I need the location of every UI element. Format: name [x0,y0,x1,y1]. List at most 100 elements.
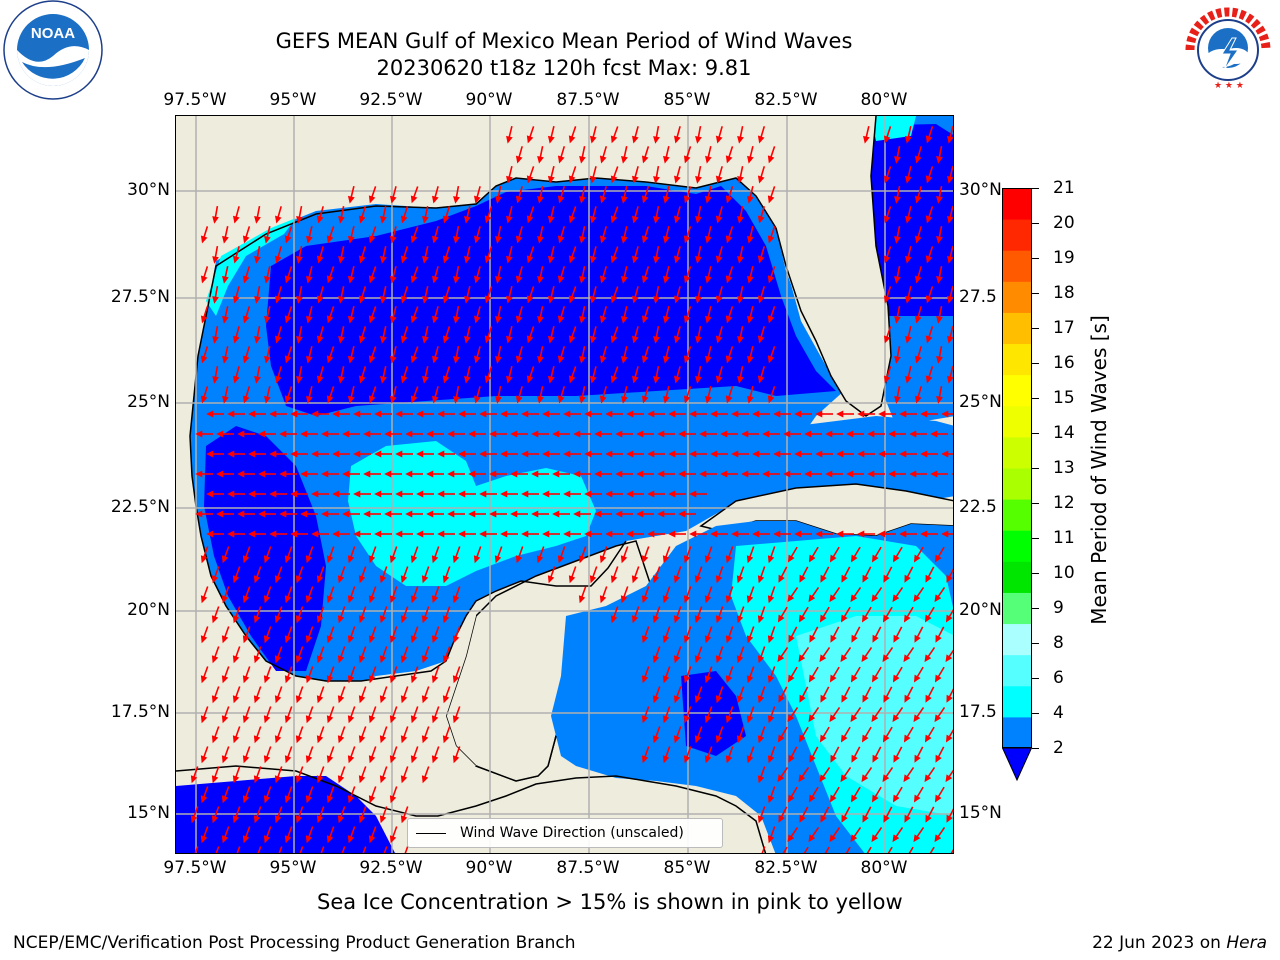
wave-direction-arrowhead [447,430,455,438]
wave-direction-arrowhead [395,410,403,418]
wave-direction-arrowhead [913,714,921,723]
wave-direction-arrowhead [537,395,544,404]
wave-direction-arrowhead [232,615,240,624]
wave-direction-arrow [299,846,304,853]
wave-direction-arrowhead [947,215,953,224]
wave-direction-arrowhead [725,275,733,284]
wave-direction-arrowhead [337,735,345,744]
wave-direction-arrowhead [883,814,890,823]
wave-direction-arrowhead [347,275,355,284]
wave-direction-arrowhead [400,735,408,744]
wave-direction-arrowhead [930,470,938,478]
wave-direction-arrowhead [936,395,943,404]
wave-direction-arrowhead [337,815,345,824]
wave-direction-arrowhead [326,275,334,284]
wave-direction-arrowhead [227,490,235,498]
wave-direction-arrowhead [798,734,806,743]
wave-direction-arrowhead [563,450,571,458]
wave-direction-arrowhead [389,195,397,204]
wave-direction-arrowhead [903,734,911,743]
wave-direction-arrowhead [925,255,933,264]
wave-direction-arrowhead [589,135,597,144]
wave-direction-arrowhead [421,655,429,664]
wave-direction-arrowhead [631,215,639,224]
lat-label-right: 30°N [959,180,1002,200]
colorbar-under-arrow [1001,747,1033,782]
wave-direction-arrowhead [536,555,544,564]
wave-direction-arrowhead [767,195,775,204]
wave-direction-arrowhead [621,155,628,164]
colorbar-tick-label: 18 [1053,283,1075,303]
wave-direction-arrowhead [673,655,681,664]
wave-period-map [176,116,953,853]
wave-direction-arrowhead [400,575,408,584]
wave-direction-arrowhead [305,755,313,764]
wave-direction-arrowhead [909,470,917,478]
wave-direction-arrowhead [579,355,586,364]
wave-direction-arrowhead [426,470,434,478]
wave-direction-arrowhead [610,575,618,584]
wave-direction-arrowhead [515,275,523,284]
wave-direction-arrowhead [400,255,408,264]
wave-direction-arrowhead [657,430,665,438]
wave-direction-arrowhead [599,355,607,364]
wave-direction-arrowhead [652,695,660,704]
wave-direction-arrowhead [787,834,795,843]
wave-direction-arrowhead [905,335,912,344]
wave-direction-arrow [782,846,788,853]
wave-direction-arrowhead [347,635,355,644]
wave-direction-arrowhead [431,355,439,364]
wave-direction-arrowhead [610,255,618,264]
wave-direction-arrowhead [668,410,676,418]
wave-direction-arrowhead [358,775,366,784]
wave-direction-arrowhead [747,355,754,364]
wave-direction-arrowhead [861,774,869,783]
wave-direction-arrowhead [416,450,424,458]
wave-direction-arrowhead [657,470,665,478]
colorbar-tick-mark [1032,293,1039,294]
wave-direction-arrowhead [568,575,576,584]
wave-direction-arrowhead [767,155,775,164]
wave-direction-arrowhead [850,834,858,843]
wave-direction-arrowhead [332,490,340,498]
wave-direction-arrowhead [311,410,319,418]
wave-direction-arrowhead [882,614,890,623]
wave-direction-arrowhead [746,555,754,564]
wave-direction-arrowhead [752,450,760,458]
wave-direction-arrowhead [263,715,271,724]
wave-direction-arrowhead [710,530,718,538]
lat-label-left: 30°N [127,180,170,200]
wave-direction-arrowhead [389,715,397,724]
wave-direction-arrowhead [736,655,744,664]
wave-direction-arrowhead [747,275,754,284]
wave-direction-arrowhead [920,410,928,418]
wave-direction-arrowhead [715,295,723,304]
wave-direction-arrowhead [610,615,618,624]
colorbar-tick-mark [1032,748,1039,749]
wave-direction-arrowhead [237,510,245,518]
wave-direction-arrowhead [935,634,942,643]
wave-direction-arrowhead [850,714,858,723]
wave-direction-arrowhead [305,675,313,684]
wave-direction-arrowhead [752,530,760,538]
wave-direction-arrowhead [442,695,450,704]
wave-direction-arrowhead [468,430,476,438]
wave-direction-arrowhead [825,470,833,478]
colorbar-tick-mark [1032,433,1039,434]
wave-direction-arrowhead [757,615,765,624]
wave-direction-arrowhead [579,275,586,284]
wave-direction-arrowhead [510,470,518,478]
wave-direction-arrowhead [871,554,879,563]
wave-direction-arrowhead [347,795,355,804]
colorbar-band [1002,561,1032,593]
lon-label-bottom: 82.5°W [754,858,818,878]
wave-direction-arrowhead [715,615,723,624]
wave-direction-arrowhead [542,410,550,418]
wave-direction-arrowhead [809,634,816,643]
wave-direction-arrowhead [358,815,366,824]
wave-direction-arrowhead [904,574,911,583]
wave-direction-arrowhead [945,774,953,783]
wave-direction-arrowhead [557,155,565,164]
lon-label-bottom: 97.5°W [163,858,227,878]
wave-direction-arrowhead [715,135,723,144]
